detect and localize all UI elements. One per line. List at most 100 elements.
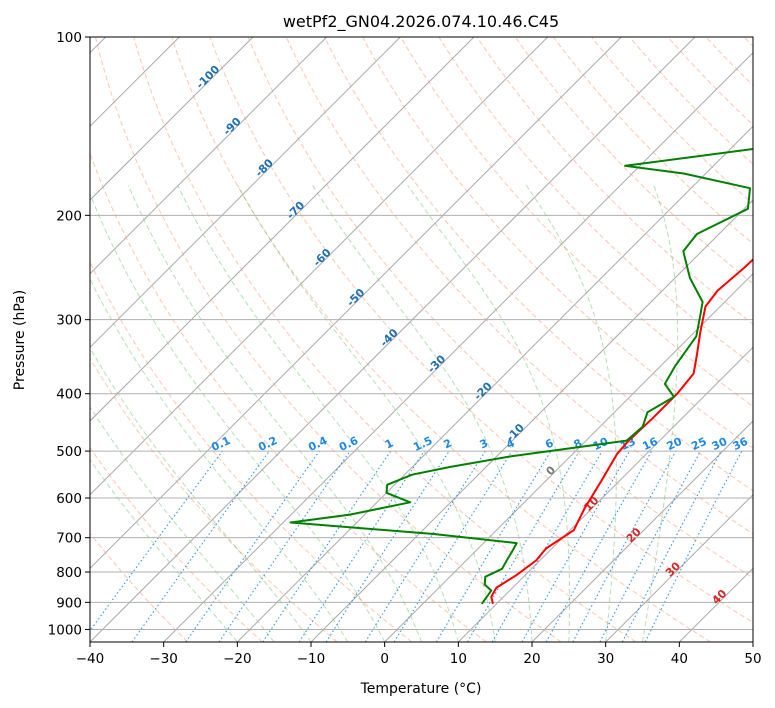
isotherm-line — [236, 125, 753, 642]
dry-adiabat — [209, 37, 753, 623]
dry-adiabat — [591, 37, 753, 205]
mixing-ratio-line — [393, 450, 513, 642]
y-tick-label: 900 — [56, 595, 82, 611]
y-tick-label: 200 — [56, 208, 82, 224]
mixing-ratio-line — [435, 450, 552, 642]
mixing-ratio-line — [90, 450, 223, 632]
isotherm-label: -100 — [194, 63, 223, 92]
isotherm-line — [90, 37, 622, 570]
isotherm-line — [163, 51, 753, 642]
dry-adiabat — [323, 37, 753, 492]
isotherm-line — [90, 37, 328, 275]
moist-adiabat — [525, 185, 617, 642]
mixing-ratio-line — [599, 450, 701, 642]
y-axis-label: Pressure (hPa) — [12, 290, 28, 390]
mixing-ratio-line — [298, 450, 425, 642]
x-tick-label: −30 — [149, 651, 178, 667]
plot-frame — [89, 36, 754, 643]
mixing-ratio-line — [467, 450, 580, 642]
pressure-grid — [90, 37, 753, 630]
moist-adiabat — [90, 346, 312, 642]
dry-adiabat — [95, 37, 562, 642]
y-tick-label: 700 — [56, 531, 82, 547]
isotherm-line — [310, 199, 753, 642]
moist-adiabat — [177, 185, 459, 642]
mixing-ratio-line — [572, 450, 677, 642]
x-axis-label: Temperature (°C) — [360, 681, 482, 697]
isotherm-line — [531, 420, 753, 642]
dry-adiabat — [90, 357, 338, 642]
x-tick-label: 0 — [380, 651, 389, 667]
moist-adiabat — [127, 185, 422, 642]
mixing-ratio-label: 30 — [710, 435, 730, 453]
mixing-ratio-line — [185, 450, 320, 642]
dry-adiabat — [90, 152, 487, 642]
dry-adiabat — [90, 532, 189, 642]
x-tick-label: −40 — [76, 651, 105, 667]
isotherm-label: -60 — [311, 246, 334, 269]
dry-adiabat — [552, 37, 753, 245]
isotherm-label: -20 — [472, 379, 495, 402]
mixing-ratio-line — [644, 450, 743, 642]
isotherm-label: -80 — [253, 156, 276, 179]
moist-adiabat — [642, 185, 679, 642]
y-tick-label: 600 — [56, 491, 82, 507]
reference-lines — [90, 37, 753, 642]
isotherm-line — [90, 37, 475, 422]
x-tick-label: 40 — [671, 651, 688, 667]
mixing-ratio-label: 1 — [383, 436, 395, 451]
y-tick-label: 400 — [56, 387, 82, 403]
isotherm-label: -50 — [344, 286, 367, 309]
isotherm-label: -30 — [425, 352, 448, 375]
mixing-ratio-line — [545, 450, 653, 642]
sounding-series — [289, 147, 753, 605]
x-tick-label: 30 — [597, 651, 614, 667]
dry-adiabat — [476, 37, 753, 325]
temperature-line — [490, 258, 753, 605]
dry-adiabat — [400, 37, 753, 408]
mixing-ratio-line — [621, 450, 722, 642]
mixing-ratio-line — [325, 450, 450, 642]
dry-adiabat — [705, 37, 753, 87]
mixing-ratio-label: 36 — [731, 435, 751, 453]
chart-title: wetPf2_GN04.2026.074.10.46.C45 — [283, 12, 559, 32]
dry-adiabat — [667, 37, 753, 126]
isotherm-line — [90, 37, 696, 642]
mixing-ratio-line — [131, 450, 270, 642]
reference-labels: 0.1 0.2 0.4 0.6 1 1.5 2 3 4 6 8 10 13 16 20 25 30 36-100-… — [194, 63, 751, 607]
mixing-ratio-line — [521, 450, 630, 642]
isotherm-line — [605, 493, 753, 642]
dry-adiabat — [438, 37, 753, 366]
isotherm-line — [90, 37, 401, 349]
isotherm-label: -70 — [284, 198, 307, 221]
isotherm-line — [90, 37, 549, 496]
moist-adiabat — [90, 458, 238, 642]
isotherm-line — [384, 272, 753, 642]
moist-adiabat — [237, 185, 496, 642]
y-tick-label: 500 — [56, 444, 82, 460]
moist-adiabat — [312, 185, 533, 642]
isotherm-line — [457, 346, 753, 642]
dry-adiabat — [285, 37, 753, 535]
isotherm-label: -40 — [378, 326, 401, 349]
moist-adiabat — [90, 278, 349, 642]
y-tick-label: 300 — [56, 313, 82, 329]
dry-adiabat — [171, 37, 711, 642]
x-tick-label: −10 — [297, 651, 326, 667]
x-tick-label: 10 — [450, 651, 467, 667]
y-tick-label: 800 — [56, 565, 82, 581]
x-tick-label: 20 — [523, 651, 540, 667]
moist-adiabat — [90, 192, 386, 642]
dewpoint-line — [289, 147, 753, 605]
y-tick-label: 1000 — [48, 622, 82, 638]
isotherm-label: -90 — [221, 115, 244, 138]
dry-adiabat — [743, 37, 753, 47]
mixing-ratio-label: 13 — [618, 435, 637, 453]
dry-adiabat — [90, 261, 413, 642]
mixing-ratio-label: 6 — [543, 436, 556, 451]
mixing-ratio-line — [364, 450, 486, 642]
mixing-ratio-label: 20 — [665, 435, 685, 453]
dry-adiabat — [247, 37, 753, 579]
